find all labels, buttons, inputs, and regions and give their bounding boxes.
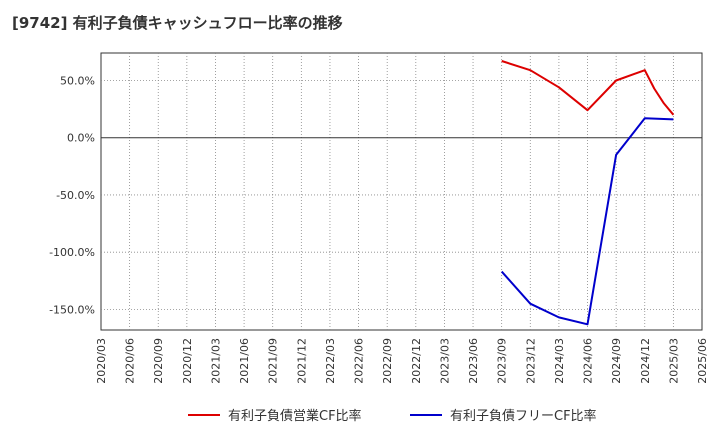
plot-area — [100, 52, 703, 331]
chart-title: [9742] 有利子負債キャッシュフロー比率の推移 — [12, 14, 343, 32]
x-tick-label: 2023/03 — [438, 338, 451, 384]
x-tick-label: 2020/03 — [95, 338, 108, 384]
x-tick-label: 2021/03 — [209, 338, 222, 384]
x-axis: 2020/03 2020/06 2020/09 2020/12 2021/03 2021/… — [95, 338, 709, 384]
x-tick-label: 2024/12 — [639, 338, 652, 384]
x-tick-label: 2020/12 — [181, 338, 194, 384]
x-tick-label: 2022/03 — [324, 338, 337, 384]
x-tick-label: 2020/06 — [124, 338, 137, 384]
x-tick-label: 2023/12 — [524, 338, 537, 384]
legend-label: 有利子負債営業CF比率 — [228, 408, 362, 424]
series-lines — [500, 60, 675, 326]
x-tick-label: 2021/09 — [267, 338, 280, 384]
x-tick-label: 2020/09 — [152, 338, 165, 384]
operating-cf-ratio-line — [501, 60, 675, 116]
y-axis: 50.0% 0.0% -50.0% -100.0% -150.0% — [49, 74, 95, 316]
legend: 有利子負債営業CF比率 有利子負債フリーCF比率 — [188, 408, 597, 424]
x-tick-label: 2022/06 — [353, 338, 366, 384]
y-tick-label: 0.0% — [67, 132, 95, 145]
x-tick-label: 2024/06 — [582, 338, 595, 384]
y-tick-label: -150.0% — [49, 303, 95, 316]
x-tick-label: 2024/09 — [610, 338, 623, 384]
y-tick-label: 50.0% — [60, 74, 95, 87]
free-cf-ratio-line — [500, 117, 674, 326]
x-tick-label: 2022/09 — [381, 338, 394, 384]
x-tick-label: 2021/06 — [238, 338, 251, 384]
y-tick-label: -100.0% — [49, 246, 95, 259]
x-tick-label: 2023/06 — [467, 338, 480, 384]
x-tick-label: 2025/03 — [667, 338, 680, 384]
grid-lines — [101, 53, 702, 330]
x-tick-label: 2024/03 — [553, 338, 566, 384]
x-tick-label: 2021/12 — [295, 338, 308, 384]
y-tick-label: -50.0% — [56, 189, 95, 202]
x-tick-label: 2022/12 — [410, 338, 423, 384]
x-tick-label: 2025/06 — [696, 338, 709, 384]
legend-label: 有利子負債フリーCF比率 — [450, 408, 597, 424]
x-tick-label: 2023/09 — [496, 338, 509, 384]
